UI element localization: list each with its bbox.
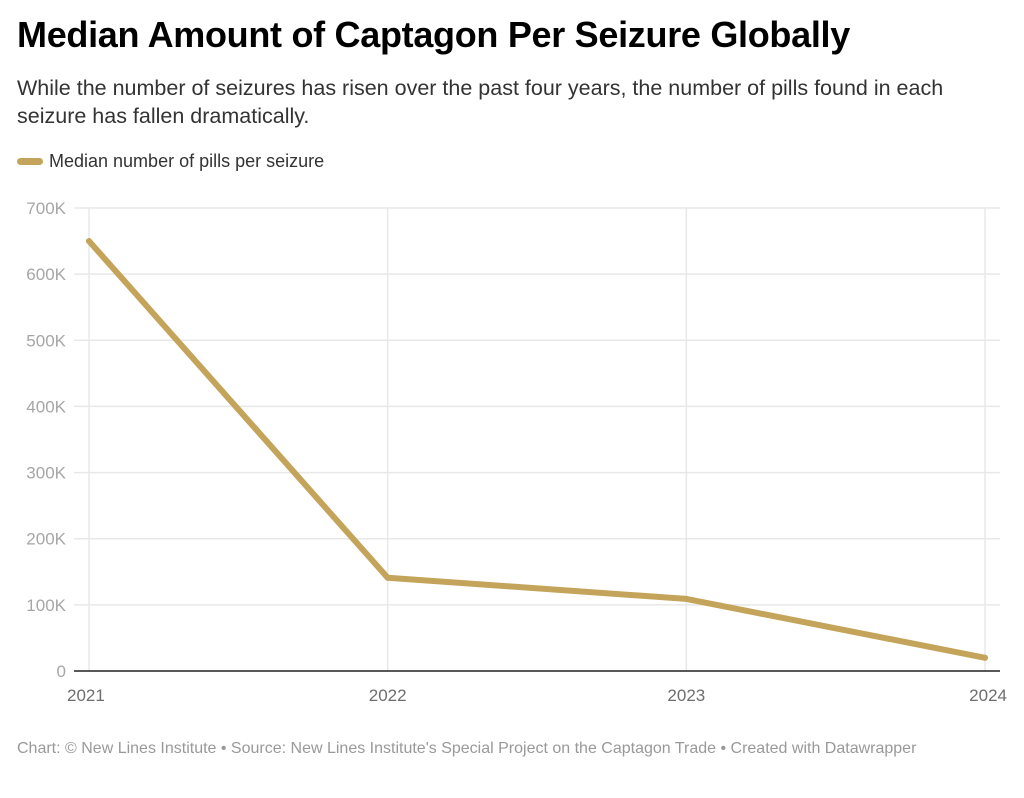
x-gridlines [88,208,986,671]
x-tick-label: 2021 [67,686,105,705]
data-point-2023 [683,595,690,602]
legend: Median number of pills per seizure [17,151,324,172]
chart-subtitle: While the number of seizures has risen o… [17,76,944,128]
legend-label: Median number of pills per seizure [49,151,325,171]
data-point-2022 [384,574,391,581]
x-tick-label: 2023 [667,686,705,705]
chart-footer: Chart: © New Lines Institute • Source: N… [17,740,917,757]
x-axis-labels: 2021 2022 2023 2024 [67,686,1007,705]
data-point-2024 [982,654,988,661]
y-tick-label: 700K [26,199,66,218]
y-tick-label: 600K [26,265,66,284]
data-point-2021 [86,238,92,245]
legend-swatch [17,158,43,165]
chart-title: Median Amount of Captagon Per Seizure Gl… [17,14,850,55]
y-tick-label: 0 [57,662,66,681]
y-tick-label: 300K [26,464,66,483]
y-tick-label: 200K [26,530,66,549]
x-tick-label: 2024 [969,686,1007,705]
y-gridlines [74,207,1000,606]
series-group [86,238,988,661]
y-tick-label: 400K [26,397,66,416]
y-tick-label: 100K [26,596,66,615]
series-line [86,238,988,661]
y-tick-label: 500K [26,331,66,350]
x-tick-label: 2022 [369,686,407,705]
y-axis-labels: 0 100K 200K 300K 400K 500K 600K 700K [26,199,66,681]
